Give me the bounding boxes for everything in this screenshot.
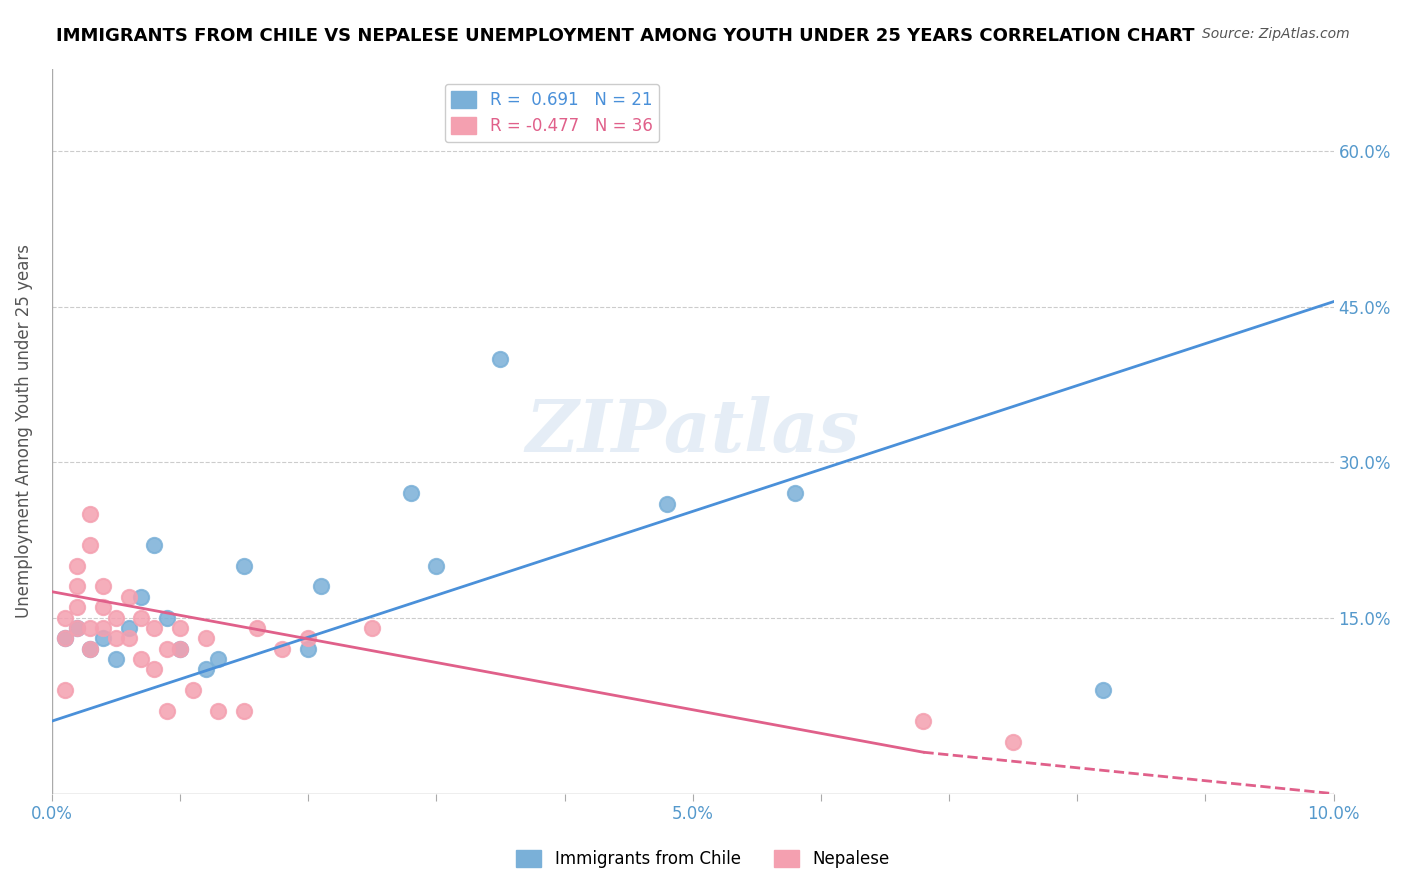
- Point: [1091, 683, 1114, 698]
- Point: [143, 662, 166, 676]
- Point: [53, 632, 76, 646]
- Point: [66, 600, 89, 615]
- Point: [79, 621, 101, 635]
- Y-axis label: Unemployment Among Youth under 25 years: Unemployment Among Youth under 25 years: [15, 244, 32, 618]
- Point: [399, 486, 422, 500]
- Point: [1002, 735, 1025, 749]
- Point: [912, 714, 935, 728]
- Point: [53, 610, 76, 624]
- Point: [297, 641, 319, 656]
- Point: [156, 610, 179, 624]
- Point: [91, 579, 114, 593]
- Point: [785, 486, 807, 500]
- Point: [207, 652, 229, 666]
- Point: [309, 579, 332, 593]
- Point: [104, 632, 127, 646]
- Point: [194, 662, 217, 676]
- Point: [169, 621, 191, 635]
- Point: [66, 558, 89, 573]
- Text: ZIPatlas: ZIPatlas: [526, 395, 859, 467]
- Point: [194, 632, 217, 646]
- Point: [131, 590, 153, 604]
- Point: [53, 632, 76, 646]
- Point: [143, 538, 166, 552]
- Point: [131, 652, 153, 666]
- Point: [169, 641, 191, 656]
- Point: [91, 621, 114, 635]
- Point: [79, 507, 101, 521]
- Point: [655, 497, 678, 511]
- Point: [91, 600, 114, 615]
- Text: IMMIGRANTS FROM CHILE VS NEPALESE UNEMPLOYMENT AMONG YOUTH UNDER 25 YEARS CORREL: IMMIGRANTS FROM CHILE VS NEPALESE UNEMPL…: [56, 27, 1195, 45]
- Point: [246, 621, 269, 635]
- Point: [233, 704, 256, 718]
- Point: [361, 621, 384, 635]
- Legend: Immigrants from Chile, Nepalese: Immigrants from Chile, Nepalese: [510, 843, 896, 875]
- Point: [181, 683, 204, 698]
- Point: [143, 621, 166, 635]
- Point: [297, 632, 319, 646]
- Point: [79, 538, 101, 552]
- Point: [66, 579, 89, 593]
- Point: [66, 621, 89, 635]
- Point: [156, 704, 179, 718]
- Point: [271, 641, 294, 656]
- Point: [66, 621, 89, 635]
- Point: [207, 704, 229, 718]
- Point: [104, 652, 127, 666]
- Point: [79, 641, 101, 656]
- Point: [104, 610, 127, 624]
- Point: [118, 621, 141, 635]
- Point: [118, 590, 141, 604]
- Legend: R =  0.691   N = 21, R = -0.477   N = 36: R = 0.691 N = 21, R = -0.477 N = 36: [444, 84, 659, 142]
- Point: [91, 632, 114, 646]
- Text: Source: ZipAtlas.com: Source: ZipAtlas.com: [1202, 27, 1350, 41]
- Point: [425, 558, 447, 573]
- Point: [169, 641, 191, 656]
- Point: [131, 610, 153, 624]
- Point: [233, 558, 256, 573]
- Point: [489, 351, 512, 366]
- Point: [156, 641, 179, 656]
- Point: [118, 632, 141, 646]
- Point: [53, 683, 76, 698]
- Point: [79, 641, 101, 656]
